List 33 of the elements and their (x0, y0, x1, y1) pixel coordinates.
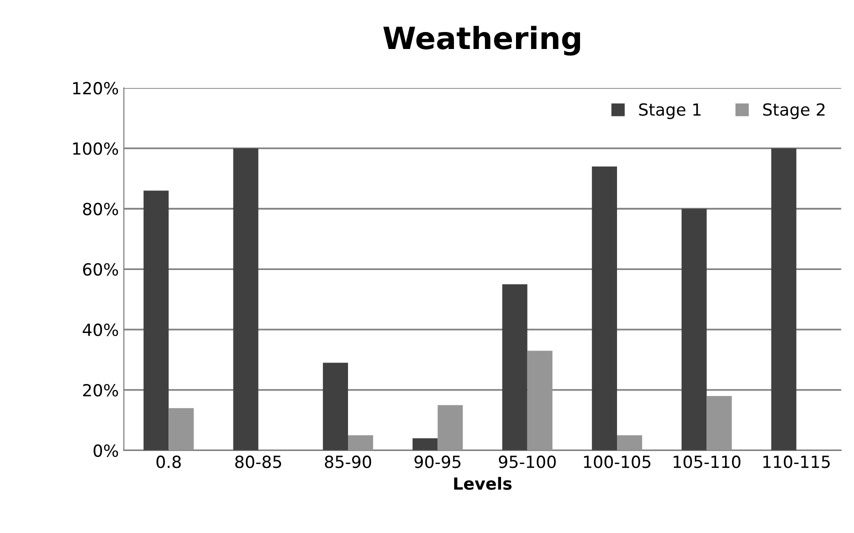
y-tick-label: 60% (83, 263, 118, 276)
x-tick-label: 95-100 (498, 456, 556, 468)
bar (592, 166, 618, 450)
x-tick-label: 105-110 (674, 456, 740, 468)
x-tick-label: 110-115 (763, 456, 830, 468)
x-tick-label: 100-105 (584, 456, 650, 468)
bar (322, 362, 348, 450)
bar (438, 405, 463, 450)
x-tick-label: 90-95 (414, 456, 460, 468)
x-tick-label: 0.8 (156, 456, 181, 468)
bar (502, 284, 528, 450)
bar (168, 408, 194, 450)
legend-label: Stage 2 (763, 103, 825, 120)
bar (233, 148, 258, 450)
bar (412, 438, 438, 450)
bar (771, 148, 796, 450)
y-tick-label: 40% (82, 324, 118, 336)
y-tick-label: 20% (83, 384, 118, 397)
x-tick-label: 80-85 (235, 456, 282, 468)
bar (706, 396, 732, 450)
chart-title: Weathering (383, 26, 580, 56)
x-tick-label: 85-90 (324, 456, 372, 468)
y-tick-label: 120% (73, 82, 118, 95)
y-tick-label: 100% (73, 142, 118, 155)
x-axis-title: Levels (454, 476, 512, 490)
legend-label: Stage 1 (639, 103, 701, 120)
bar (682, 208, 707, 450)
y-tick-label: 0% (94, 444, 118, 457)
y-tick-label: 80% (83, 202, 118, 216)
bar (348, 435, 374, 450)
bar (527, 350, 552, 450)
bar (144, 190, 169, 450)
bar (617, 435, 642, 450)
